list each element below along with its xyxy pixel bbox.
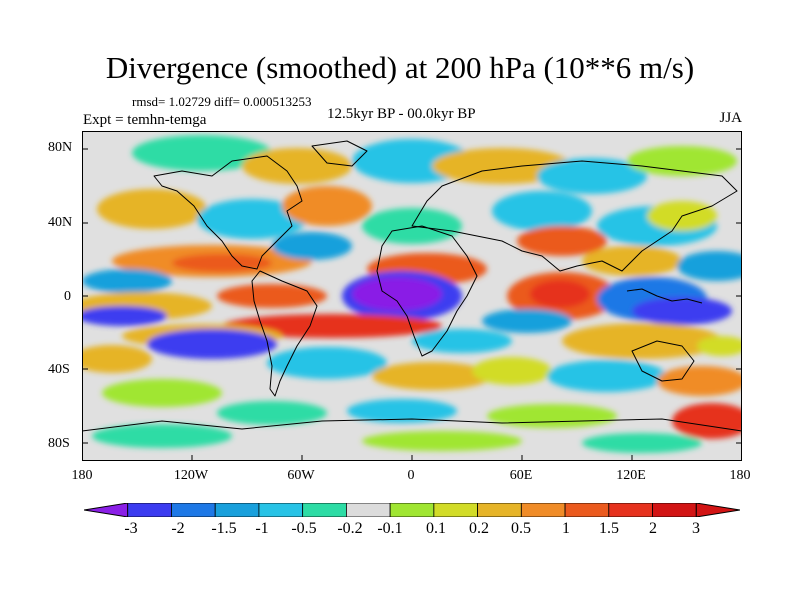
colorbar-label: 1.5 — [599, 520, 619, 537]
colorbar-label: 0.5 — [511, 520, 531, 537]
colorbar-label: 1 — [562, 520, 570, 537]
plot-title: Divergence (smoothed) at 200 hPa (10**6 … — [105, 50, 695, 85]
colorbar-label: -0.5 — [291, 520, 317, 537]
colorbar — [84, 503, 740, 517]
rmsd-stats: rmsd= 1.02729 diff= 0.000513253 — [132, 94, 312, 109]
x-tick-label: 120E — [616, 468, 646, 483]
colorbar-label: -0.1 — [377, 520, 403, 537]
north-america-outline — [153, 155, 303, 270]
colorbar-swatch — [127, 503, 172, 517]
x-tick-label: 180 — [71, 468, 93, 483]
colorbar-swatch — [477, 503, 522, 517]
colorbar-swatch — [171, 503, 216, 517]
axis-ticks — [82, 148, 742, 461]
antarctica-outline — [82, 418, 742, 432]
maritime-continent-outline — [626, 288, 703, 304]
experiment-label: Expt = temhn-temga — [83, 112, 207, 128]
colorbar-label: -0.2 — [337, 520, 363, 537]
divergence-field — [82, 135, 742, 453]
colorbar-swatch — [564, 503, 610, 517]
africa-outline — [376, 225, 478, 357]
australia-outline — [631, 340, 695, 382]
south-america-outline — [251, 270, 318, 397]
divergence-map — [82, 131, 742, 461]
colorbar-label: -1.5 — [211, 520, 237, 537]
coastlines — [82, 140, 742, 432]
colorbar-label: -1 — [255, 520, 269, 537]
colorbar-swatch — [608, 503, 653, 517]
y-tick-label: 80N — [48, 140, 73, 155]
colorbar-label: 3 — [692, 520, 700, 537]
colorbar-swatch — [214, 503, 260, 517]
y-tick-label: 40N — [48, 215, 73, 230]
colorbar-swatch — [345, 503, 391, 517]
y-tick-label: 40S — [48, 362, 70, 377]
colorbar-swatch — [433, 503, 479, 517]
colorbar-label: -2 — [171, 520, 185, 537]
season-label: JJA — [719, 110, 742, 126]
greenland-outline — [311, 140, 368, 167]
colorbar-swatch — [84, 503, 129, 517]
x-tick-label: 120W — [173, 468, 209, 483]
colorbar-swatch — [695, 503, 740, 517]
x-tick-label: 60W — [287, 468, 315, 483]
colorbar-swatch — [302, 503, 347, 517]
x-tick-label: 0 — [407, 468, 415, 483]
x-tick-label: 60E — [509, 468, 533, 483]
colorbar-swatch — [258, 503, 304, 517]
colorbar-label: 0.2 — [469, 520, 489, 537]
y-tick-label: 0 — [64, 289, 71, 304]
colorbar-swatch — [389, 503, 435, 517]
period-label: 12.5kyr BP - 00.0kyr BP — [327, 106, 476, 122]
colorbar-swatch — [652, 503, 697, 517]
y-tick-label: 80S — [48, 436, 70, 451]
colorbar-label: -3 — [124, 520, 138, 537]
colorbar-label: 0.1 — [426, 520, 446, 537]
colorbar-label: 2 — [649, 520, 657, 537]
eurasia-outline — [411, 160, 738, 272]
x-tick-label: 180 — [729, 468, 751, 483]
colorbar-swatch — [520, 503, 566, 517]
